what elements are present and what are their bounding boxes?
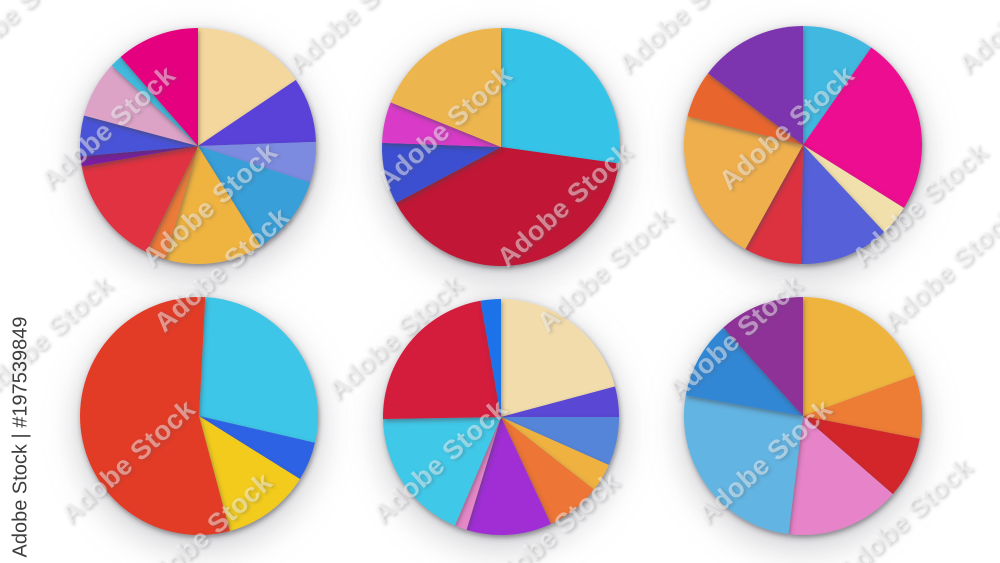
pie-top-right-slice-cream-sliver: [803, 145, 904, 233]
pie-top-left-slice-plum-pink: [84, 65, 198, 146]
pie-bottom-center-slice-cyan: [383, 417, 501, 526]
pie-bottom-center-slice-pink-sliver: [454, 417, 501, 530]
pie-top-center-slice-blue: [381, 142, 501, 203]
pie-bottom-left: [69, 286, 329, 546]
watermark-tile: Adobe Stock: [951, 0, 1000, 80]
pie-top-left-slice-cerulean: [198, 146, 311, 247]
pie-bottom-left-slice-yellow: [199, 416, 300, 531]
pie-top-right-slice-dark-orange: [687, 73, 803, 145]
stock-id-watermark: Adobe Stock | #197539849: [9, 316, 32, 558]
pie-top-left-slice-blue-violet: [80, 115, 198, 157]
pie-bottom-left-slice-red: [80, 296, 230, 535]
pie-top-right-slice-purple: [707, 26, 803, 145]
pie-top-left-slice-indigo: [198, 80, 316, 146]
pie-top-right-slice-blue-violet: [800, 145, 885, 264]
pie-top-right-slice-red: [745, 145, 803, 264]
pie-top-left-slice-magenta: [120, 28, 198, 146]
pie-top-left-slice-periwinkle: [198, 141, 317, 183]
pie-bottom-right: [673, 286, 933, 546]
pie-bottom-center-slice-steel-blue: [501, 417, 619, 465]
pie-top-left-slice-orange: [146, 146, 198, 260]
pie-bottom-center-slice-crimson: [383, 300, 501, 420]
pie-top-left-slice-amber: [165, 146, 261, 265]
pie-bottom-right-slice-sky-blue: [684, 395, 803, 535]
pie-top-left-slice-red: [81, 146, 198, 253]
pie-top-left-slice-wheat: [198, 28, 296, 146]
pie-bottom-right-slice-purple: [723, 297, 803, 416]
pie-bottom-center: [371, 287, 631, 547]
pie-bottom-center-slice-orange: [501, 417, 594, 524]
pie-bottom-center-slice-purple: [466, 417, 551, 535]
pie-top-right-slice-cyan: [803, 26, 872, 145]
pie-bottom-right-slice-orange: [803, 375, 922, 439]
pie-bottom-left-slice-blue: [199, 416, 315, 480]
pie-top-left-slice-cyan-sliver: [111, 56, 198, 146]
pie-top-right: [673, 15, 933, 275]
pie-top-left-slice-violet-sliver: [80, 146, 198, 167]
pie-top-center-slice-magenta: [382, 102, 501, 147]
pie-top-left: [68, 16, 328, 276]
pie-bottom-center-slice-wheat: [501, 299, 615, 417]
pie-top-right-slice-magenta: [803, 47, 923, 209]
pie-bottom-center-slice-indigo: [501, 386, 619, 417]
pie-bottom-right-slice-steel-blue: [685, 327, 803, 416]
pie-top-center: [371, 17, 631, 277]
pie-bottom-center-slice-blue: [480, 299, 501, 417]
pie-top-center-slice-cyan: [501, 28, 620, 164]
pie-bottom-right-slice-amber: [803, 297, 915, 416]
pie-bottom-right-slice-orchid-pink: [788, 416, 893, 535]
pie-bottom-center-slice-amber: [501, 417, 609, 490]
pie-bottom-right-slice-red: [803, 416, 920, 495]
pie-top-right-slice-amber: [683, 116, 803, 250]
pie-top-center-slice-amber: [390, 28, 501, 147]
pie-bottom-left-slice-cyan: [199, 297, 319, 443]
pie-top-center-slice-crimson: [395, 147, 619, 266]
